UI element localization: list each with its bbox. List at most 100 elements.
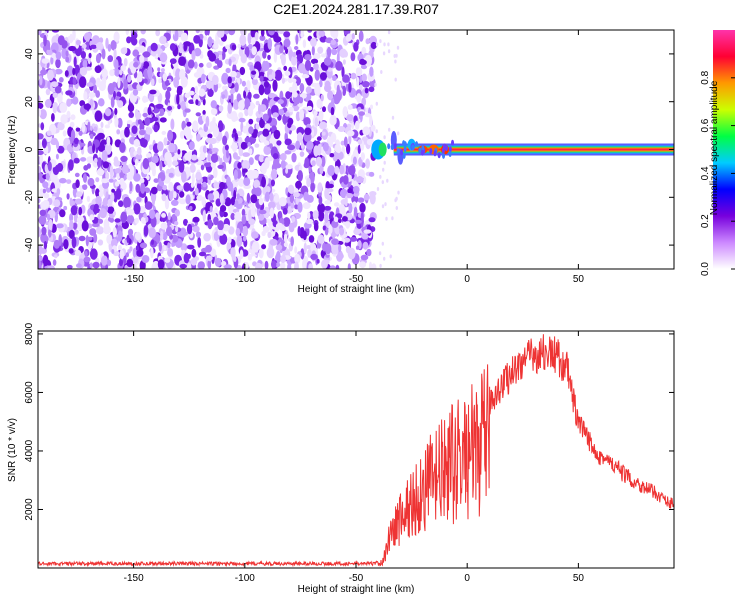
spectrogram-noise-cell [381,241,384,246]
spectrogram-noise-cell [291,152,297,163]
spectrogram-noise-cell [347,247,356,260]
spectrogram-noise-cell [253,93,260,99]
spectrogram-noise-cell [242,125,248,134]
spectrogram-noise-cell [295,180,302,189]
spectrogram-noise-cell [150,42,158,52]
spectrogram-noise-cell [40,69,47,76]
spectrogram-noise-cell [320,94,324,102]
spectrogram-noise-cell [336,84,340,96]
spectrogram-noise-cell [64,70,69,77]
spectrogram-noise-cell [180,243,188,252]
spectrogram-noise-cell [102,197,108,207]
spectrogram-noise-cell [178,56,187,66]
spectrogram-noise-cell [227,102,232,114]
spectrogram-noise-cell [283,233,288,243]
spectrogram-noise-cell [112,227,118,238]
spectrogram-noise-cell [239,34,247,46]
spectrogram-noise-cell [177,149,181,155]
spectrogram-noise-cell [342,220,349,226]
spectrogram-noise-cell [207,193,215,201]
spectrogram-noise-cell [100,255,108,266]
spectrogram-noise-cell [193,35,201,44]
spectrogram-noise-cell [322,106,326,113]
spectrogram-noise-cell [362,241,369,250]
signal-onset-speck [448,151,452,158]
spectrogram-noise-cell [296,132,303,144]
spectrogram-noise-cell [303,255,309,264]
spectrogram-noise-cell [59,209,66,218]
spectrogram-noise-cell [219,181,226,190]
spectrogram-noise-cell [56,188,61,196]
spectrogram-noise-cell [314,117,318,127]
spectrogram-noise-cell [321,131,326,136]
spectrogram-noise-cell [76,263,82,268]
spectrogram-noise-cell [59,177,67,184]
spectrogram-noise-cell [262,50,267,59]
spectrogram-noise-cell [58,77,64,83]
spectrogram-noise-cell [295,140,300,150]
spectrogram-noise-cell [241,208,246,217]
spectrogram-noise-cell [246,80,251,91]
spectrogram-noise-cell [131,31,138,39]
spectrogram-noise-cell [83,91,88,101]
spectrogram-noise-cell [359,74,363,84]
spectrogram-noise-cell [230,212,236,221]
spectrogram-noise-cell [111,249,115,254]
spectrogram-noise-cell [94,157,98,164]
spectrogram-noise-cell [195,99,199,106]
spectrogram-noise-cell [331,75,337,81]
spectrogram-noise-cell [226,176,231,188]
spectrogram-noise-cell [359,59,367,65]
spectrogram-noise-cell [38,244,43,256]
spectrogram-noise-cell [89,126,93,131]
spectrogram-noise-cell [328,224,333,235]
spectrogram-noise-cell [133,138,140,148]
spectrogram-noise-cell [236,93,242,103]
spectrogram-noise-cell [159,117,167,123]
spectrogram-noise-cell [353,206,358,218]
spectrogram-ytick-label: 0 [24,146,35,152]
spectrogram-noise-cell [249,137,257,142]
spectrogram-noise-cell [307,30,313,33]
spectrogram-noise-cell [275,244,283,251]
spectrogram-noise-cell [246,192,251,204]
spectrogram-noise-cell [205,80,214,89]
spectrogram-noise-cell [335,60,343,71]
spectrogram-noise-cell [109,165,114,178]
spectrogram-noise-cell [142,51,151,58]
spectrogram-noise-cell [365,38,370,45]
spectrogram-noise-cell [83,103,92,110]
spectrogram-noise-cell [168,181,174,192]
spectrogram-noise-cell [187,59,195,69]
signal-onset-speck [393,143,397,150]
spectrogram-noise-cell [163,42,169,48]
spectrogram-noise-cell [343,175,349,185]
spectrogram-noise-cell [375,129,378,134]
spectrogram-noise-cell [370,104,373,110]
spectrogram-noise-cell [51,30,60,33]
spectrogram-noise-cell [179,263,187,269]
spectrogram-noise-cell [333,202,340,207]
spectrogram-noise-cell [202,145,207,154]
spectrogram-noise-cell [287,75,294,84]
spectrogram-noise-cell [347,165,356,176]
spectrogram-noise-cell [38,197,41,204]
spectrogram-noise-cell [262,128,270,137]
spectrogram-noise-cell [264,191,270,202]
spectrogram-noise-cell [137,45,146,53]
spectrogram-noise-cell [320,53,327,58]
spectrogram-noise-cell [82,60,88,68]
spectrogram-noise-cell [209,137,217,145]
spectrogram-noise-cell [38,226,41,238]
spectrogram-noise-cell [186,223,193,235]
spectrogram-noise-cell [54,68,63,75]
spectrogram-noise-cell [201,73,206,84]
spectrogram-noise-cell [105,191,109,199]
signal-onset-speck [390,144,394,151]
spectrogram-noise-cell [179,42,183,49]
spectrogram-noise-cell [146,153,152,158]
spectrogram-noise-cell [288,106,295,113]
spectrogram-noise-cell [135,183,141,193]
spectrogram-noise-cell [100,121,104,128]
spectrogram-noise-cell [66,179,72,185]
